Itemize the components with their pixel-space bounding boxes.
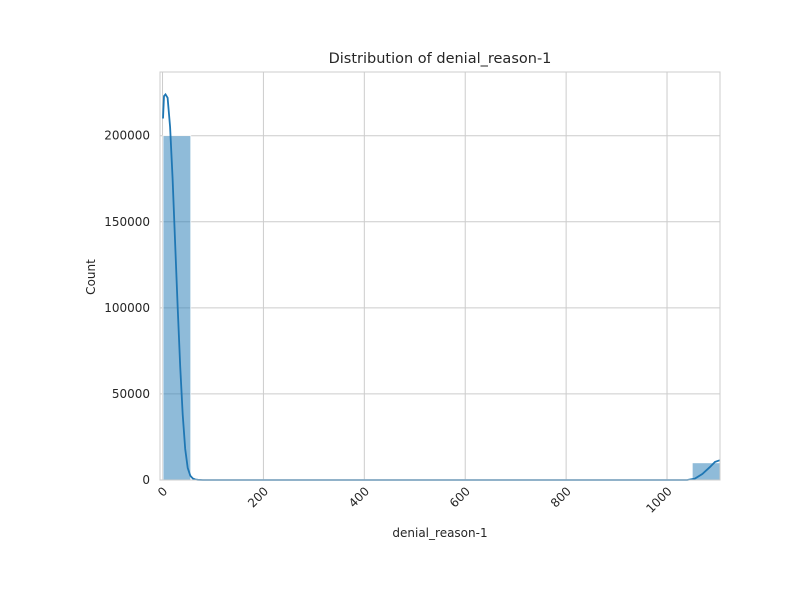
- x-tick-label: 600: [447, 484, 473, 510]
- x-axis-label: denial_reason-1: [392, 526, 487, 540]
- x-tick-label: 800: [548, 484, 574, 510]
- y-axis-label: Count: [84, 259, 98, 295]
- x-tick-label: 0: [155, 484, 170, 499]
- y-tick-label: 100000: [104, 301, 150, 315]
- y-tick-label: 0: [142, 473, 150, 487]
- grid: [160, 72, 720, 481]
- x-tick-label: 400: [346, 484, 372, 510]
- x-tick-label: 200: [245, 484, 271, 510]
- kde: [162, 92, 721, 481]
- chart-title: Distribution of denial_reason-1: [329, 51, 552, 67]
- plot-frame: [159, 71, 721, 481]
- y-tick-label: 200000: [104, 129, 150, 143]
- y-tick-label: 50000: [112, 387, 150, 401]
- kde-line: [162, 92, 721, 481]
- y-tick-label: 150000: [104, 215, 150, 229]
- x-tick-label: 1000: [643, 484, 674, 515]
- y-tick-labels: 0 50000 100000 150000 200000: [104, 129, 150, 487]
- x-tick-labels: 0 200 400 600 800 1000: [155, 484, 675, 515]
